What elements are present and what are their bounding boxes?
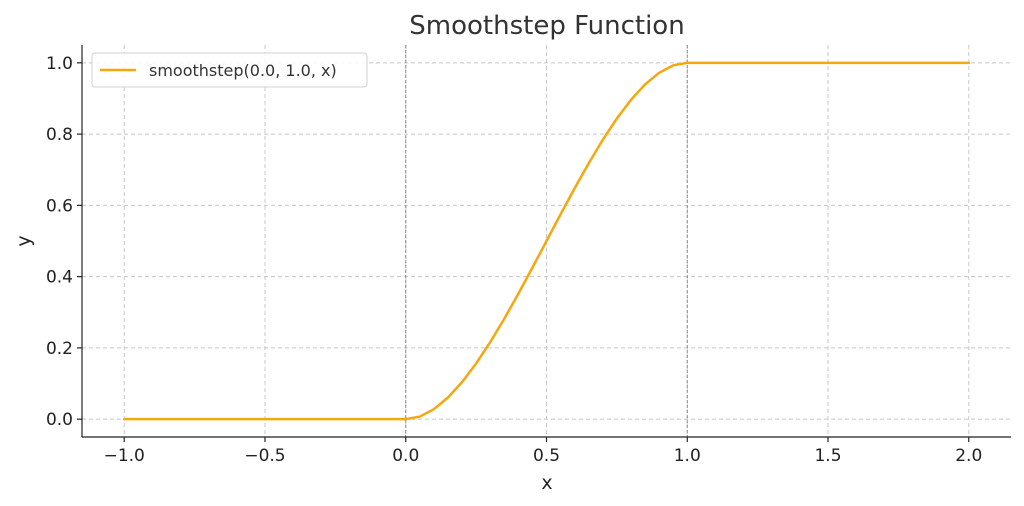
chart-title: Smoothstep Function xyxy=(409,11,684,41)
x-tick-label-2: 0.0 xyxy=(392,446,419,466)
series-line-0 xyxy=(122,61,971,421)
x-tick-label-4: 1.0 xyxy=(674,446,701,466)
ticks: −1.0 −0.5 0.0 0.5 1.0 1.5 2.0 0.0 0.2 0.4 0.6 0.8 1.… xyxy=(46,54,982,466)
legend: smoothstep(0.0, 1.0, x) xyxy=(91,52,368,88)
x-tick-label-3: 0.5 xyxy=(533,446,560,466)
y-tick-label-1: 0.2 xyxy=(46,339,73,359)
series-layer xyxy=(122,61,971,421)
y-tick-label-3: 0.6 xyxy=(46,196,73,216)
x-tick-label-1: −0.5 xyxy=(244,446,285,466)
y-axis-label: y xyxy=(13,235,35,246)
y-tick-label-0: 0.0 xyxy=(46,410,73,430)
y-tick-label-2: 0.4 xyxy=(46,268,73,288)
legend-label: smoothstep(0.0, 1.0, x) xyxy=(149,61,337,80)
x-tick-label-5: 1.5 xyxy=(814,446,841,466)
x-axis-label: x xyxy=(541,472,552,494)
x-tick-label-0: −1.0 xyxy=(104,446,145,466)
x-tick-label-6: 2.0 xyxy=(955,446,982,466)
y-tick-label-5: 1.0 xyxy=(46,54,73,74)
legend-box xyxy=(91,52,368,88)
y-tick-label-4: 0.8 xyxy=(46,125,73,145)
reference-lines xyxy=(405,45,688,437)
